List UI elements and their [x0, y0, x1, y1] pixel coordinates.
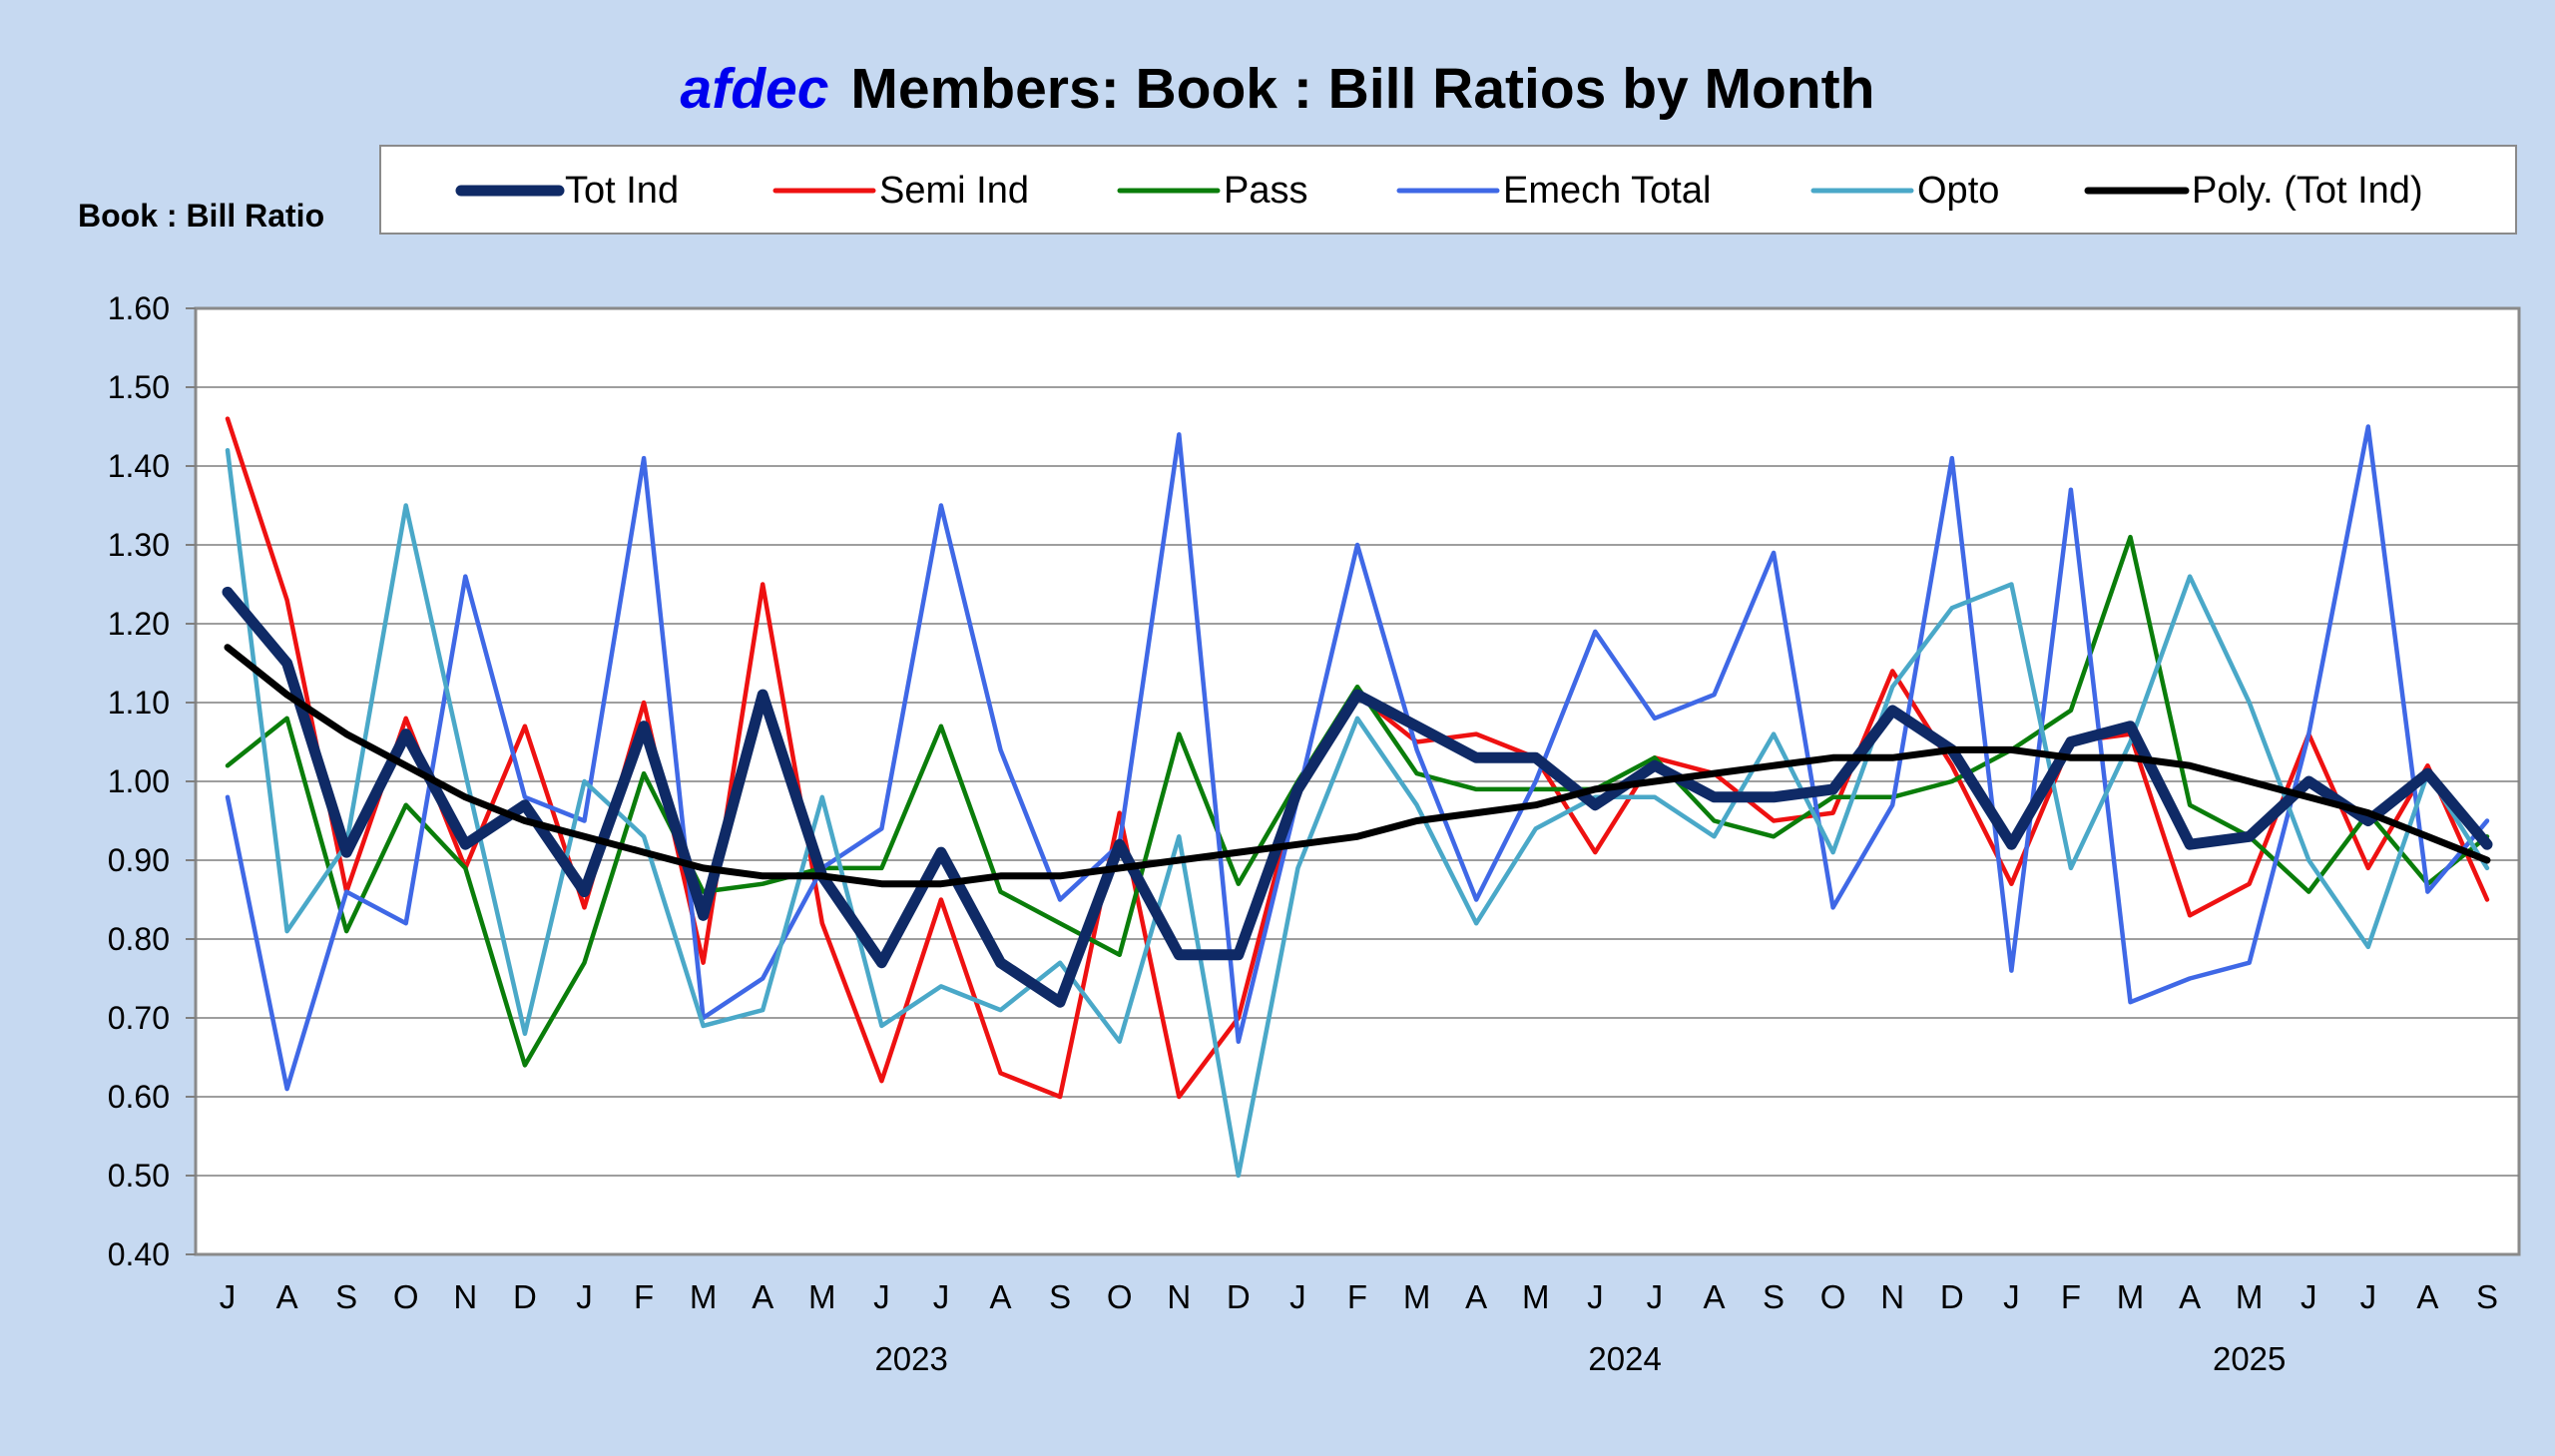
- chart-title: afdec Members: Book : Bill Ratios by Mont…: [0, 56, 2555, 122]
- series-line-opto: [225, 447, 2490, 1179]
- x-tick-label: M: [1403, 1278, 1431, 1315]
- legend-item: Emech Total: [1396, 170, 1711, 212]
- legend-label: Poly. (Tot Ind): [2192, 170, 2423, 212]
- legend: Tot Ind Semi Ind Pass Emech Total Opto Poly. …: [379, 145, 2517, 235]
- x-tick-label: F: [634, 1278, 654, 1315]
- x-tick-label: A: [1465, 1278, 1487, 1315]
- x-tick-label: M: [1522, 1278, 1550, 1315]
- y-tick-label: 0.80: [108, 921, 170, 957]
- x-tick-label: A: [2179, 1278, 2201, 1315]
- legend-label: Opto: [1917, 170, 1999, 212]
- x-tick-label: D: [1940, 1278, 1964, 1315]
- x-tick-label: J: [2003, 1278, 2020, 1315]
- x-tick-label: J: [933, 1278, 950, 1315]
- x-tick-label: M: [690, 1278, 718, 1315]
- y-tick-label: 0.90: [108, 842, 170, 878]
- x-tick-label: O: [1820, 1278, 1846, 1315]
- y-tick-label: 1.30: [108, 527, 170, 563]
- legend-item: Poly. (Tot Ind): [2084, 170, 2423, 212]
- y-tick-label: 0.60: [108, 1079, 170, 1115]
- year-label: 2024: [1588, 1340, 1661, 1377]
- legend-label: Pass: [1224, 170, 1307, 212]
- legend-item: Pass: [1117, 170, 1307, 212]
- year-label: 2025: [2213, 1340, 2286, 1377]
- y-tick-label: 1.20: [108, 606, 170, 642]
- x-tick-label: F: [1347, 1278, 1367, 1315]
- x-tick-label: D: [513, 1278, 537, 1315]
- x-tick-label: J: [576, 1278, 593, 1315]
- legend-item: Semi Ind: [772, 170, 1029, 212]
- x-tick-label: O: [1107, 1278, 1133, 1315]
- x-tick-label: A: [752, 1278, 773, 1315]
- chart-title-text: Members: Book : Bill Ratios by Month: [850, 57, 1875, 121]
- series-line-emech-total: [225, 424, 2490, 1092]
- year-label: 2023: [874, 1340, 947, 1377]
- x-tick-label: M: [808, 1278, 836, 1315]
- legend-item: Tot Ind: [455, 170, 679, 212]
- legend-label: Tot Ind: [565, 170, 679, 212]
- x-tick-label: A: [990, 1278, 1012, 1315]
- x-tick-label: M: [2236, 1278, 2264, 1315]
- x-tick-label: F: [2061, 1278, 2081, 1315]
- chart-title-brand: afdec: [680, 57, 829, 121]
- x-tick-label: D: [1227, 1278, 1251, 1315]
- x-tick-label: J: [873, 1278, 890, 1315]
- legend-label: Semi Ind: [879, 170, 1029, 212]
- x-tick-label: J: [1647, 1278, 1664, 1315]
- y-tick-label: 0.70: [108, 1000, 170, 1036]
- legend-label: Emech Total: [1503, 170, 1711, 212]
- x-tick-label: J: [2360, 1278, 2377, 1315]
- x-tick-label: N: [1880, 1278, 1904, 1315]
- x-tick-label: J: [1587, 1278, 1604, 1315]
- x-tick-label: N: [1167, 1278, 1191, 1315]
- y-tick-label: 1.00: [108, 763, 170, 799]
- series-line-tot-ind: [222, 586, 2493, 1008]
- legend-svg: Tot Ind Semi Ind Pass Emech Total Opto Poly. …: [455, 170, 2423, 212]
- x-tick-label: M: [2117, 1278, 2145, 1315]
- x-tick-label: S: [2476, 1278, 2498, 1315]
- y-axis-label: Book : Bill Ratio: [78, 198, 325, 234]
- y-tick-label: 1.60: [108, 290, 170, 326]
- x-tick-label: A: [2416, 1278, 2438, 1315]
- y-tick-label: 0.50: [108, 1158, 170, 1194]
- x-tick-label: S: [335, 1278, 357, 1315]
- y-tick-label: 0.40: [108, 1236, 170, 1272]
- x-tick-label: A: [1703, 1278, 1725, 1315]
- x-tick-label: O: [393, 1278, 419, 1315]
- legend-item: Opto: [1810, 170, 1999, 212]
- x-tick-label: J: [2300, 1278, 2317, 1315]
- y-tick-label: 1.50: [108, 369, 170, 405]
- series-line-poly-tot-ind: [224, 644, 2491, 888]
- x-tick-label: J: [1289, 1278, 1306, 1315]
- y-tick-label: 1.40: [108, 448, 170, 484]
- x-tick-label: A: [276, 1278, 298, 1315]
- y-tick-label: 1.10: [108, 685, 170, 721]
- x-tick-label: N: [453, 1278, 477, 1315]
- x-tick-label: S: [1763, 1278, 1785, 1315]
- x-tick-label: S: [1049, 1278, 1071, 1315]
- series-line-pass: [225, 534, 2490, 1068]
- x-tick-label: J: [220, 1278, 237, 1315]
